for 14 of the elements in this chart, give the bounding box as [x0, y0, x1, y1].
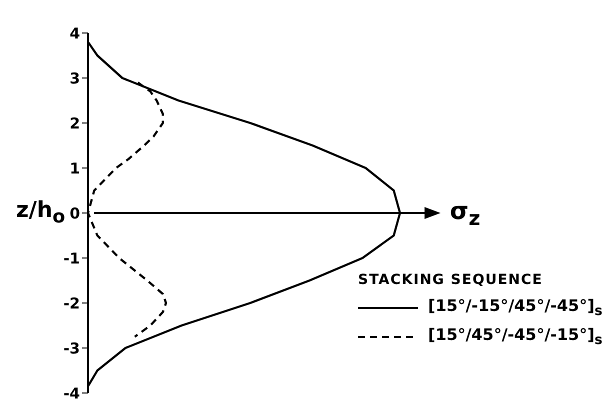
y-tick-label: 0	[70, 204, 80, 222]
legend-label: [15°/-15°/45°/-45°]$_{s}$	[428, 296, 602, 320]
y-tick-label: -4	[63, 384, 80, 402]
y-tick-label: 3	[70, 69, 80, 88]
y-tick-label: 4	[70, 24, 80, 42]
legend-label: [15°/45°/-45°/-15°]$_{s}$	[428, 325, 602, 348]
y-tick-label: -1	[63, 249, 80, 268]
y-tick-label: 1	[70, 159, 80, 178]
y-tick-label: -3	[63, 339, 80, 358]
y-tick-label: 2	[70, 114, 80, 132]
x-axis-title: σ$_{z}$	[450, 197, 480, 230]
y-tick-label: -2	[63, 294, 80, 312]
y-axis-title: z/h$_{o}$	[16, 198, 66, 228]
legend-title: STACKING SEQUENCE	[358, 272, 544, 288]
